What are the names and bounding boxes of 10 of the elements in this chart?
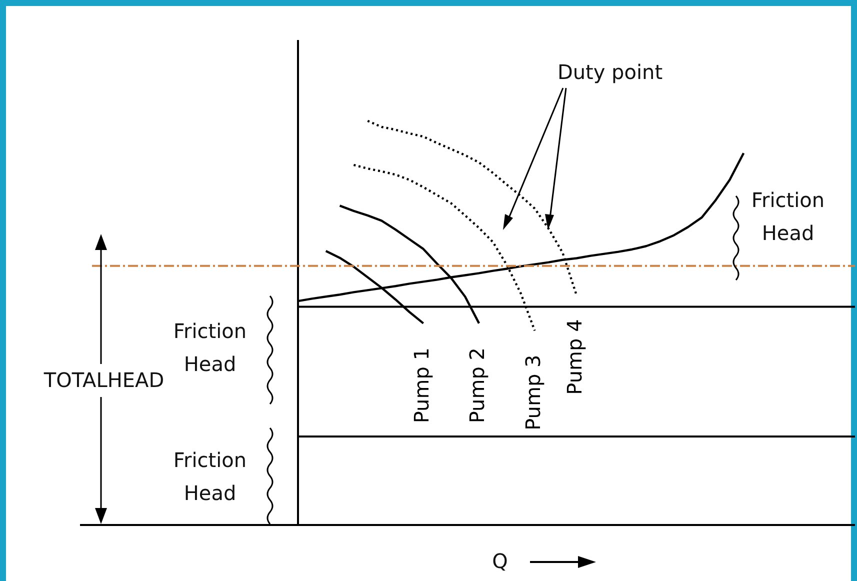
text: Pump 2 [465,347,490,424]
text: Pump 4 [562,319,587,395]
text: TOTALHEAD [34,364,174,397]
text: Pump 3 [520,354,545,430]
text: Friction Head [173,319,247,376]
annotation: Friction Head [748,184,828,250]
x-axis-title: Q [491,548,509,575]
text: Duty point [556,59,664,86]
text: Pump 1 [410,347,434,424]
text: Friction Head [172,447,248,507]
